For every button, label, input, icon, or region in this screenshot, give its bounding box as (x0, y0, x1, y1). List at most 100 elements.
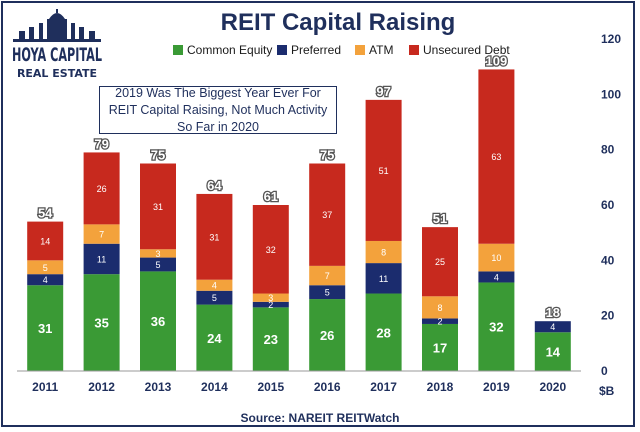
x-tick-label: 2019 (483, 380, 510, 394)
segment-value-label: 2 (268, 300, 273, 310)
bar-segment (365, 263, 402, 294)
x-tick-label: 2011 (32, 380, 58, 394)
hoya-capital-logo: HOYA CAPITAL REAL ESTATE (12, 9, 102, 80)
bar-segment (252, 301, 289, 308)
legend-swatch-preferred (277, 45, 287, 55)
annotation-box: 2019 Was The Biggest Year Ever For REIT … (99, 86, 337, 134)
segment-value-label: 11 (379, 274, 388, 284)
bar-segment (252, 307, 289, 371)
bar-segment (422, 323, 458, 371)
segment-value-label: 23 (264, 332, 278, 347)
x-tick-label: 2015 (257, 380, 284, 394)
bar-segment (309, 299, 346, 371)
legend-item-preferred: Preferred (277, 43, 341, 57)
bar-total-label: 64 (207, 178, 222, 193)
y-tick-label: 100 (601, 87, 621, 101)
y-tick-label: 40 (601, 253, 615, 267)
legend-label-preferred: Preferred (291, 43, 342, 57)
segment-value-label: 2 (437, 317, 442, 327)
bar-segment (309, 265, 346, 286)
bar-segment (309, 163, 346, 266)
bar-segment (196, 304, 233, 371)
bar-segment (27, 260, 64, 275)
y-tick-label: 120 (601, 32, 621, 46)
segment-value-label: 63 (491, 152, 501, 162)
bar-segment (140, 249, 176, 258)
legend-item-common-equity: Common Equity (173, 43, 272, 57)
legend-item-atm: ATM (355, 43, 393, 57)
segment-value-label: 8 (381, 248, 386, 258)
y-tick-label: 0 (601, 364, 608, 378)
legend-item-unsecured-debt: Unsecured Debt (409, 43, 510, 57)
bar-segment (83, 224, 120, 244)
segment-value-label: 3 (268, 293, 273, 303)
y-axis-unit-label: $B (599, 384, 615, 398)
bar-segment (309, 285, 346, 300)
y-tick-label: 80 (601, 143, 615, 157)
segment-value-label: 17 (433, 340, 447, 355)
bar-segment (140, 163, 176, 250)
bar-segment (534, 321, 571, 333)
x-tick-label: 2014 (201, 380, 228, 394)
segment-value-label: 10 (491, 253, 501, 263)
y-axis: 0 20 40 60 80 100 120 $B (599, 32, 621, 398)
bar-segment (83, 274, 120, 371)
bar-segment (534, 332, 571, 371)
chart-title: REIT Capital Raising (220, 9, 456, 36)
bar-segment (422, 318, 458, 324)
stacked-bar-chart: 3145143511726365331245431232332265737281… (17, 32, 621, 398)
x-tick-label: 2013 (145, 380, 172, 394)
bar-total-label: 109 (486, 53, 508, 68)
x-tick-label: 2018 (427, 380, 454, 394)
x-tick-label: 2012 (88, 380, 115, 394)
legend-label-unsecured-debt: Unsecured Debt (423, 43, 510, 57)
bar-total-label: 75 (151, 148, 165, 163)
bar-segment (27, 274, 64, 286)
bar-total-label: 54 (38, 206, 53, 221)
bar-segment (422, 296, 458, 319)
bar-segment (365, 99, 402, 241)
bar-total-label: 61 (264, 189, 278, 204)
segment-value-label: 7 (325, 271, 330, 281)
y-tick-label: 20 (601, 309, 615, 323)
segment-value-label: 4 (494, 272, 499, 282)
segment-value-label: 24 (207, 331, 222, 346)
legend-label-atm: ATM (369, 43, 394, 57)
segment-value-label: 25 (435, 257, 445, 267)
legend-label-common-equity: Common Equity (187, 43, 273, 57)
segment-value-label: 11 (97, 254, 106, 264)
segment-value-label: 32 (266, 245, 276, 255)
bar-segment (478, 282, 515, 371)
x-tick-label: 2017 (370, 380, 397, 394)
segment-value-label: 37 (322, 210, 332, 220)
bar-segment (252, 205, 289, 294)
bar-total-label: 75 (320, 148, 334, 163)
y-tick-label: 60 (601, 198, 615, 212)
bar-segment (478, 271, 515, 283)
bar-segment (196, 279, 233, 291)
bar-segment (83, 243, 120, 275)
bar-segment (365, 240, 402, 264)
segment-value-label: 5 (212, 293, 217, 303)
bar-segment (196, 193, 233, 280)
bar-segment (478, 69, 515, 244)
logo-wordmark: HOYA CAPITAL (12, 44, 102, 66)
segment-value-label: 26 (97, 184, 107, 194)
segment-value-label: 31 (153, 202, 163, 212)
chart-legend: Common Equity Preferred ATM Unsecured De… (173, 43, 513, 59)
bar-segment (83, 152, 120, 225)
segment-value-label: 35 (94, 316, 108, 331)
segment-value-label: 31 (38, 321, 52, 336)
bar-segment (365, 293, 402, 371)
bar-total-label: 18 (546, 305, 560, 320)
logo-subtitle: REAL ESTATE (17, 67, 97, 80)
bar-segment (27, 285, 64, 371)
bar-total-label: 97 (376, 84, 390, 99)
segment-value-label: 7 (99, 230, 104, 240)
segment-labels-layer: 3145143511726365331245431232332265737281… (38, 152, 561, 360)
x-axis: 2011 2012 2013 2014 2015 2016 2017 2018 2019 2020 (17, 370, 581, 394)
bars-layer (27, 69, 571, 371)
bar-segment (196, 290, 233, 305)
bar-total-label: 51 (433, 211, 447, 226)
